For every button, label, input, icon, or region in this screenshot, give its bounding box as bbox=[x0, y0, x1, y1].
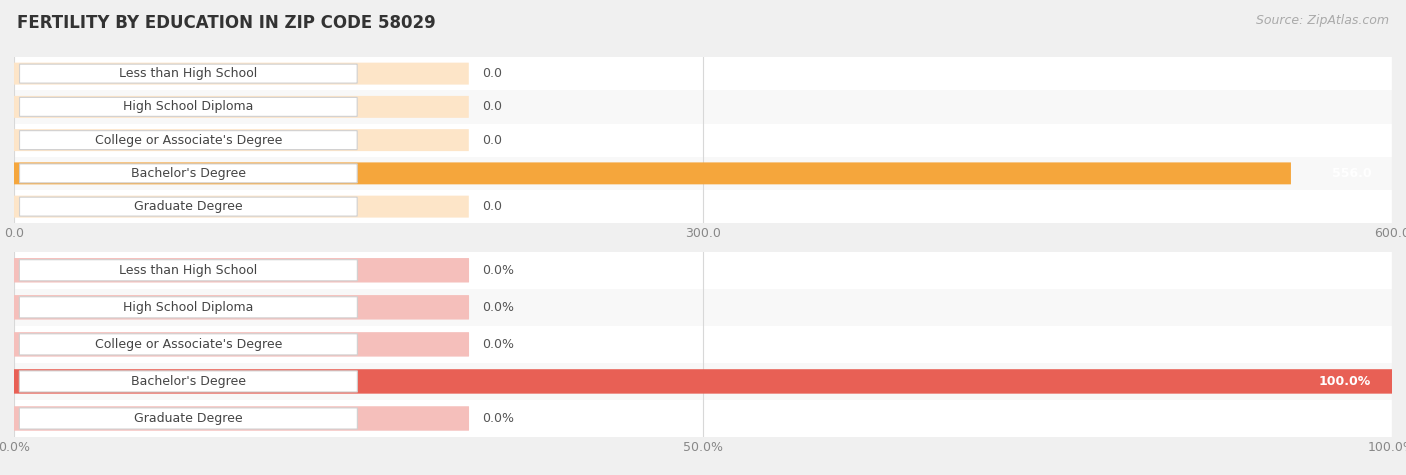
FancyBboxPatch shape bbox=[14, 369, 1392, 394]
Text: Bachelor's Degree: Bachelor's Degree bbox=[131, 375, 246, 388]
FancyBboxPatch shape bbox=[14, 196, 468, 218]
Bar bbox=[14, 363, 1392, 400]
Text: Bachelor's Degree: Bachelor's Degree bbox=[131, 167, 246, 180]
Text: FERTILITY BY EDUCATION IN ZIP CODE 58029: FERTILITY BY EDUCATION IN ZIP CODE 58029 bbox=[17, 14, 436, 32]
Text: College or Associate's Degree: College or Associate's Degree bbox=[94, 338, 283, 351]
FancyBboxPatch shape bbox=[20, 260, 357, 281]
Text: Less than High School: Less than High School bbox=[120, 67, 257, 80]
Bar bbox=[14, 326, 1392, 363]
Text: Less than High School: Less than High School bbox=[120, 264, 257, 277]
Text: High School Diploma: High School Diploma bbox=[124, 301, 253, 314]
FancyBboxPatch shape bbox=[20, 97, 357, 116]
FancyBboxPatch shape bbox=[20, 334, 357, 355]
Text: 0.0%: 0.0% bbox=[482, 301, 515, 314]
FancyBboxPatch shape bbox=[14, 258, 470, 283]
FancyBboxPatch shape bbox=[14, 96, 468, 118]
Bar bbox=[14, 190, 1392, 223]
FancyBboxPatch shape bbox=[14, 406, 470, 431]
Bar bbox=[14, 252, 1392, 289]
Text: Source: ZipAtlas.com: Source: ZipAtlas.com bbox=[1256, 14, 1389, 27]
FancyBboxPatch shape bbox=[20, 197, 357, 216]
Bar bbox=[14, 57, 1392, 90]
FancyBboxPatch shape bbox=[20, 297, 357, 318]
Bar bbox=[14, 157, 1392, 190]
FancyBboxPatch shape bbox=[14, 295, 470, 320]
Text: Graduate Degree: Graduate Degree bbox=[134, 200, 243, 213]
Text: 0.0%: 0.0% bbox=[482, 338, 515, 351]
FancyBboxPatch shape bbox=[20, 408, 357, 429]
FancyBboxPatch shape bbox=[20, 371, 357, 392]
Text: 0.0%: 0.0% bbox=[482, 412, 515, 425]
Text: 0.0: 0.0 bbox=[482, 67, 502, 80]
Text: 0.0: 0.0 bbox=[482, 100, 502, 114]
FancyBboxPatch shape bbox=[14, 162, 1291, 184]
Bar bbox=[14, 90, 1392, 124]
Text: High School Diploma: High School Diploma bbox=[124, 100, 253, 114]
Text: 0.0: 0.0 bbox=[482, 133, 502, 147]
Text: 100.0%: 100.0% bbox=[1319, 375, 1371, 388]
Text: 0.0%: 0.0% bbox=[482, 264, 515, 277]
Text: College or Associate's Degree: College or Associate's Degree bbox=[94, 133, 283, 147]
Text: 556.0: 556.0 bbox=[1331, 167, 1371, 180]
FancyBboxPatch shape bbox=[14, 63, 468, 85]
FancyBboxPatch shape bbox=[20, 164, 357, 183]
Bar bbox=[14, 289, 1392, 326]
Bar bbox=[14, 400, 1392, 437]
FancyBboxPatch shape bbox=[14, 129, 468, 151]
FancyBboxPatch shape bbox=[20, 64, 357, 83]
FancyBboxPatch shape bbox=[20, 131, 357, 150]
Text: Graduate Degree: Graduate Degree bbox=[134, 412, 243, 425]
Bar bbox=[14, 124, 1392, 157]
FancyBboxPatch shape bbox=[14, 332, 470, 357]
Text: 0.0: 0.0 bbox=[482, 200, 502, 213]
